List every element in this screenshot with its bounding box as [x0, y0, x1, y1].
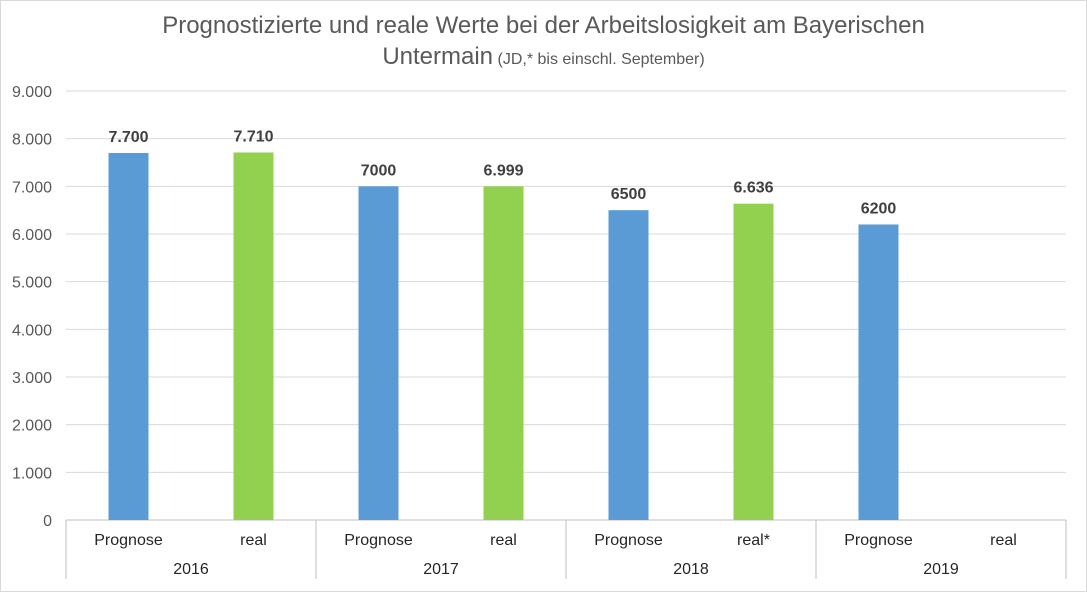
y-tick-label: 3.000: [12, 370, 52, 387]
bar-real: [733, 203, 774, 520]
x-category-label: Prognose: [344, 532, 413, 549]
data-label: 6.999: [483, 162, 523, 179]
y-tick-label: 6.000: [12, 227, 52, 244]
x-category-label: real*: [737, 532, 770, 549]
bar-prognose: [608, 210, 649, 520]
x-category-label: Prognose: [844, 532, 913, 549]
data-label: 7000: [361, 162, 397, 179]
bar-prognose: [108, 152, 149, 520]
x-category-label: real: [990, 532, 1017, 549]
bar-prognose: [358, 186, 399, 521]
data-label: 7.710: [233, 128, 273, 145]
chart-title-line2: Untermain (JD,* bis einschl. September): [0, 43, 1087, 71]
x-category-label: Prognose: [94, 532, 163, 549]
y-tick-label: 2.000: [12, 418, 52, 435]
x-category-label: real: [490, 532, 517, 549]
chart-subtitle: (JD,* bis einschl. September): [497, 51, 705, 68]
x-category-label: Prognose: [594, 532, 663, 549]
bar-real: [233, 152, 274, 521]
bar-real: [483, 186, 524, 521]
x-group-label: 2018: [673, 561, 709, 578]
data-label: 6.636: [733, 180, 773, 197]
y-tick-label: 9.000: [12, 84, 52, 101]
x-group-label: 2019: [923, 561, 959, 578]
data-label: 7.700: [108, 129, 148, 146]
bar-prognose: [858, 224, 899, 520]
y-tick-label: 4.000: [12, 322, 52, 339]
data-label: 6200: [861, 200, 897, 217]
data-label: 6500: [611, 186, 647, 203]
y-tick-label: 0: [43, 513, 52, 530]
x-category-label: real: [240, 532, 267, 549]
chart-title: Prognostizierte und reale Werte bei der …: [162, 12, 925, 39]
chart-title-continuation: Untermain: [382, 43, 494, 70]
y-tick-label: 5.000: [12, 275, 52, 292]
y-tick-label: 8.000: [12, 132, 52, 149]
y-tick-label: 1.000: [12, 465, 52, 482]
x-group-label: 2016: [173, 561, 209, 578]
x-group-label: 2017: [423, 561, 459, 578]
y-tick-label: 7.000: [12, 179, 52, 196]
